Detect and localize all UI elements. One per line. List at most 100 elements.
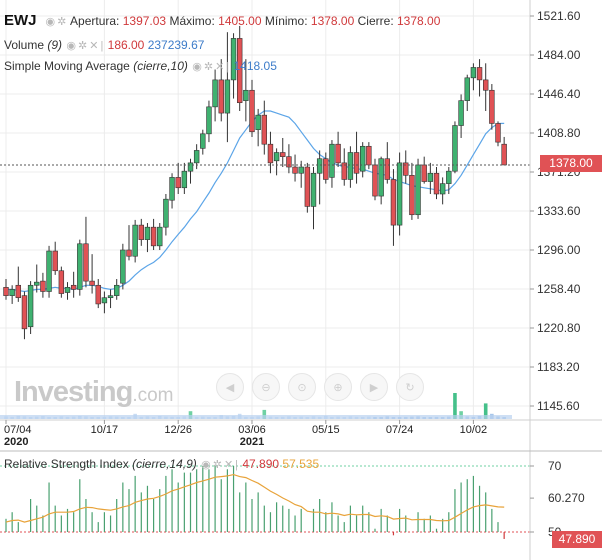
candle-body — [439, 183, 446, 195]
gear-icon[interactable]: ✲ — [78, 40, 88, 52]
candle-body — [15, 284, 21, 299]
candle — [150, 218, 157, 250]
candle-body — [237, 38, 243, 104]
candle — [52, 241, 58, 275]
candle-body — [409, 175, 415, 216]
candle-body — [175, 177, 181, 189]
candle-body — [255, 114, 261, 130]
close-icon[interactable]: ✕ — [89, 40, 99, 52]
candle-body — [403, 162, 409, 176]
open-value: 1397.03 — [122, 14, 167, 28]
close-value: 1378.00 — [397, 14, 441, 28]
low-value: 1378.00 — [310, 14, 355, 28]
candle-body — [452, 125, 458, 172]
close-icon[interactable]: ✕ — [215, 61, 225, 73]
sma-legend: Simple Moving Average (cierre,10) ◉ ✲ ✕ | 1… — [4, 59, 277, 73]
candle-body — [427, 172, 434, 182]
candle-body — [501, 143, 507, 166]
zoom-in-icon[interactable]: ⊕ — [324, 373, 352, 401]
candle-body — [464, 77, 470, 101]
eye-icon[interactable]: ◉ — [201, 459, 211, 471]
candle — [316, 150, 323, 205]
y-tick-label: 1484.00 — [537, 48, 581, 62]
candle — [261, 100, 267, 155]
candle-body — [120, 249, 126, 284]
candle — [175, 162, 181, 194]
gear-icon[interactable]: ✲ — [203, 61, 214, 73]
candle-body — [458, 100, 464, 126]
high-value: 1405.00 — [218, 14, 262, 28]
candle — [273, 148, 280, 176]
candle — [89, 254, 95, 294]
price-chart[interactable]: 1521.601484.001446.401408.801371.201333.… — [0, 0, 602, 452]
candle — [101, 291, 108, 314]
gear-icon[interactable]: ✲ — [57, 16, 67, 28]
volume-area — [0, 415, 512, 419]
candle-body — [83, 243, 89, 282]
eye-icon[interactable]: ◉ — [66, 40, 76, 52]
candle — [64, 282, 71, 300]
candle-body — [335, 143, 341, 164]
candle-body — [341, 162, 347, 180]
eye-icon[interactable]: ◉ — [192, 61, 202, 73]
candle-body — [476, 67, 483, 81]
candle — [21, 291, 28, 340]
y-tick-label: 1145.60 — [537, 399, 580, 413]
candle-body — [495, 123, 501, 143]
x-tick-label: 05/15 — [312, 424, 340, 436]
reset-icon[interactable]: ↻ — [396, 373, 424, 401]
scroll-left-icon[interactable]: ◀ — [216, 373, 244, 401]
zoom-out-icon[interactable]: ⊖ — [252, 373, 280, 401]
candle — [372, 158, 378, 201]
candle — [58, 266, 65, 298]
candle-body — [181, 170, 188, 189]
candle — [181, 162, 188, 194]
eye-icon[interactable]: ◉ — [45, 16, 56, 28]
candle-body — [304, 166, 311, 207]
candle — [347, 146, 354, 188]
candle — [230, 33, 237, 99]
rsi-value: 47.890 — [242, 457, 280, 471]
candle — [292, 154, 298, 182]
x-tick-label: 10/02 — [460, 424, 488, 436]
candle-body — [187, 162, 194, 172]
candle-body — [470, 67, 477, 79]
candle — [132, 219, 138, 263]
candle-body — [132, 224, 138, 257]
volume-bar — [453, 393, 457, 419]
close-icon[interactable]: ✕ — [223, 459, 234, 471]
candle-body — [169, 177, 175, 201]
candle — [409, 162, 415, 220]
x-tick-label: 03/06 — [238, 424, 266, 436]
candle — [489, 84, 495, 130]
sma-value: 1418.05 — [233, 59, 277, 73]
candle-body — [415, 164, 421, 216]
candle-body — [138, 224, 144, 240]
current-price-tag: 1378.00 — [540, 155, 602, 172]
candle-body — [200, 133, 206, 149]
separator-icon: | — [226, 61, 230, 73]
candle — [70, 271, 77, 298]
candle — [470, 63, 477, 91]
candle — [458, 94, 464, 138]
scroll-right-icon[interactable]: ▶ — [360, 373, 388, 401]
candle-body — [89, 280, 95, 286]
candle-body — [193, 150, 200, 164]
gear-icon[interactable]: ✲ — [212, 459, 222, 471]
candle-body — [384, 158, 390, 180]
candle-body — [446, 170, 452, 184]
candle — [452, 121, 458, 174]
candle — [255, 108, 261, 147]
candle-body — [52, 250, 58, 272]
candle-body — [70, 284, 77, 290]
rsi-ma-value: 57.535 — [282, 457, 320, 471]
candle — [212, 69, 218, 122]
candle-body — [292, 166, 298, 174]
zoom-reset-icon[interactable]: ⊙ — [288, 373, 316, 401]
candle-body — [353, 152, 360, 174]
candle-body — [489, 89, 495, 124]
candle-body — [107, 295, 114, 299]
candle-body — [40, 280, 46, 292]
candle-body — [372, 164, 378, 197]
